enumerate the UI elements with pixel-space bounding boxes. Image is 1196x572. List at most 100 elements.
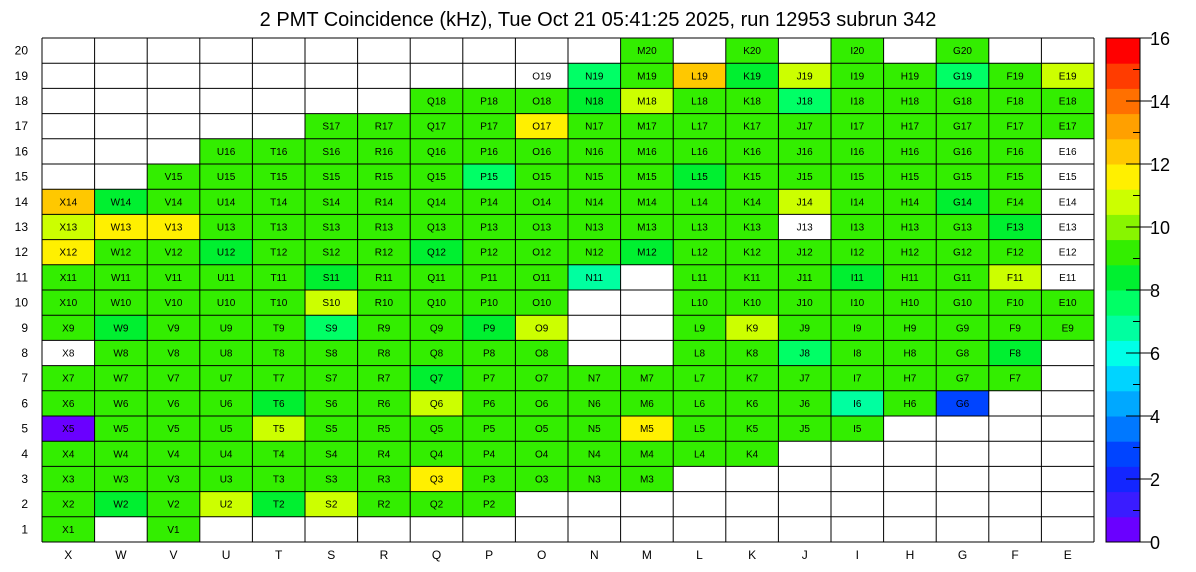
- y-tick-label-18: 18: [15, 94, 29, 108]
- heatmap-cell-V11: [147, 264, 200, 290]
- heatmap-cell-P12: [462, 239, 516, 265]
- cell-label-T3: T3: [273, 475, 285, 486]
- heatmap-cell-E9: [1041, 315, 1094, 341]
- heatmap-cell-L16: [673, 138, 726, 164]
- heatmap-cell-F15: [988, 164, 1042, 190]
- heatmap-cell-X12: [42, 239, 95, 265]
- cell-label-F8: F8: [1009, 349, 1021, 360]
- heatmap-cell-J12: [778, 239, 831, 265]
- heatmap-cell-G14: [936, 189, 989, 215]
- heatmap-cell-K6: [725, 390, 779, 416]
- y-tick-label-20: 20: [15, 44, 29, 58]
- cell-label-R14: R14: [375, 197, 394, 208]
- cell-label-Q6: Q6: [430, 399, 444, 410]
- heatmap-cell-Q6: [410, 390, 463, 416]
- heatmap-cell-W5: [94, 416, 148, 442]
- cell-label-P7: P7: [483, 374, 496, 385]
- heatmap-cell-K5: [725, 416, 779, 442]
- cell-label-L17: L17: [691, 122, 708, 133]
- colorbar-band: [1106, 416, 1140, 442]
- cell-label-R15: R15: [375, 172, 394, 183]
- grid-layer: [41, 37, 1095, 543]
- heatmap-cell-M15: [620, 164, 674, 190]
- cell-label-O10: O10: [532, 298, 551, 309]
- heatmap-cell-G18: [936, 88, 989, 114]
- heatmap-cell-S10: [305, 290, 358, 316]
- heatmap-cell-N19: [568, 63, 621, 89]
- y-tick-label-1: 1: [21, 522, 28, 536]
- cell-label-U13: U13: [217, 223, 236, 234]
- cell-label-S11: S11: [323, 273, 340, 284]
- cell-label-M3: M3: [640, 475, 654, 486]
- heatmap-cell-O14: [515, 189, 568, 215]
- heatmap-cell-R17: [357, 113, 411, 139]
- heatmap-cell-N18: [568, 88, 621, 114]
- heatmap-cell-N11: [568, 264, 621, 290]
- heatmap-cell-X5: [42, 416, 95, 442]
- heatmap-cell-L12: [673, 239, 726, 265]
- cell-label-E9: E9: [1062, 323, 1075, 334]
- heatmap-cell-T6: [252, 390, 305, 416]
- cell-label-T11: T11: [270, 273, 287, 284]
- cell-label-K5: K5: [746, 424, 759, 435]
- cell-label-U9: U9: [220, 323, 233, 334]
- cell-label-M17: M17: [637, 122, 657, 133]
- cell-label-V9: V9: [167, 323, 180, 334]
- heatmap-cell-J13: [778, 214, 831, 240]
- cell-label-K11: K11: [744, 273, 761, 284]
- cell-label-O13: O13: [532, 223, 551, 234]
- cell-label-I6: I6: [853, 399, 862, 410]
- heatmap-cell-Q15: [410, 164, 463, 190]
- cell-label-O12: O12: [532, 248, 551, 259]
- cell-label-P5: P5: [483, 424, 496, 435]
- heatmap-cell-J7: [778, 365, 831, 391]
- cell-label-G16: G16: [953, 147, 972, 158]
- cell-label-I12: I12: [850, 248, 864, 259]
- heatmap-cell-V2: [147, 491, 200, 517]
- cell-label-M16: M16: [637, 147, 657, 158]
- heatmap-cell-W3: [94, 466, 148, 492]
- heatmap-cell-T2: [252, 491, 305, 517]
- cell-label-N16: N16: [585, 147, 604, 158]
- heatmap-cell-S3: [305, 466, 358, 492]
- heatmap-cell-L15: [673, 164, 726, 190]
- cell-label-F10: F10: [1006, 298, 1024, 309]
- cell-label-R5: R5: [378, 424, 391, 435]
- cell-label-E13: E13: [1059, 223, 1077, 234]
- heatmap-cell-O13: [515, 214, 568, 240]
- y-tick-label-19: 19: [15, 69, 29, 83]
- heatmap-cell-W4: [94, 441, 148, 467]
- cell-label-G19: G19: [953, 71, 972, 82]
- cell-label-Q14: Q14: [427, 197, 446, 208]
- cell-label-P3: P3: [483, 475, 496, 486]
- heatmap-cell-G9: [936, 315, 989, 341]
- heatmap-cell-V5: [147, 416, 200, 442]
- heatmap-cell-U7: [199, 365, 253, 391]
- heatmap-cell-J9: [778, 315, 831, 341]
- heatmap-cell-U8: [199, 340, 253, 366]
- cell-label-H16: H16: [901, 147, 920, 158]
- cell-label-U11: U11: [217, 273, 235, 284]
- heatmap-cell-G16: [936, 138, 989, 164]
- heatmap-cell-R9: [357, 315, 411, 341]
- heatmap-cell-X2: [42, 491, 95, 517]
- cell-label-V15: V15: [165, 172, 183, 183]
- heatmap-cell-E13: [1041, 214, 1094, 240]
- heatmap-cell-Q11: [410, 264, 463, 290]
- cell-label-T10: T10: [270, 298, 288, 309]
- colorbar-tick-label-10: 10: [1150, 218, 1170, 238]
- cell-label-X8: X8: [62, 349, 75, 360]
- colorbar-band: [1106, 390, 1140, 417]
- x-tick-label-W: W: [115, 548, 127, 562]
- cell-label-V13: V13: [165, 223, 183, 234]
- cell-label-W6: W6: [113, 399, 128, 410]
- cell-label-T8: T8: [273, 349, 285, 360]
- heatmap-cell-K17: [725, 113, 779, 139]
- cell-label-I9: I9: [853, 323, 862, 334]
- cell-label-N19: N19: [585, 71, 604, 82]
- heatmap-cell-U11: [199, 264, 253, 290]
- heatmap-cell-N14: [568, 189, 621, 215]
- cell-label-R11: R11: [375, 273, 393, 284]
- colorbar-band: [1106, 441, 1140, 467]
